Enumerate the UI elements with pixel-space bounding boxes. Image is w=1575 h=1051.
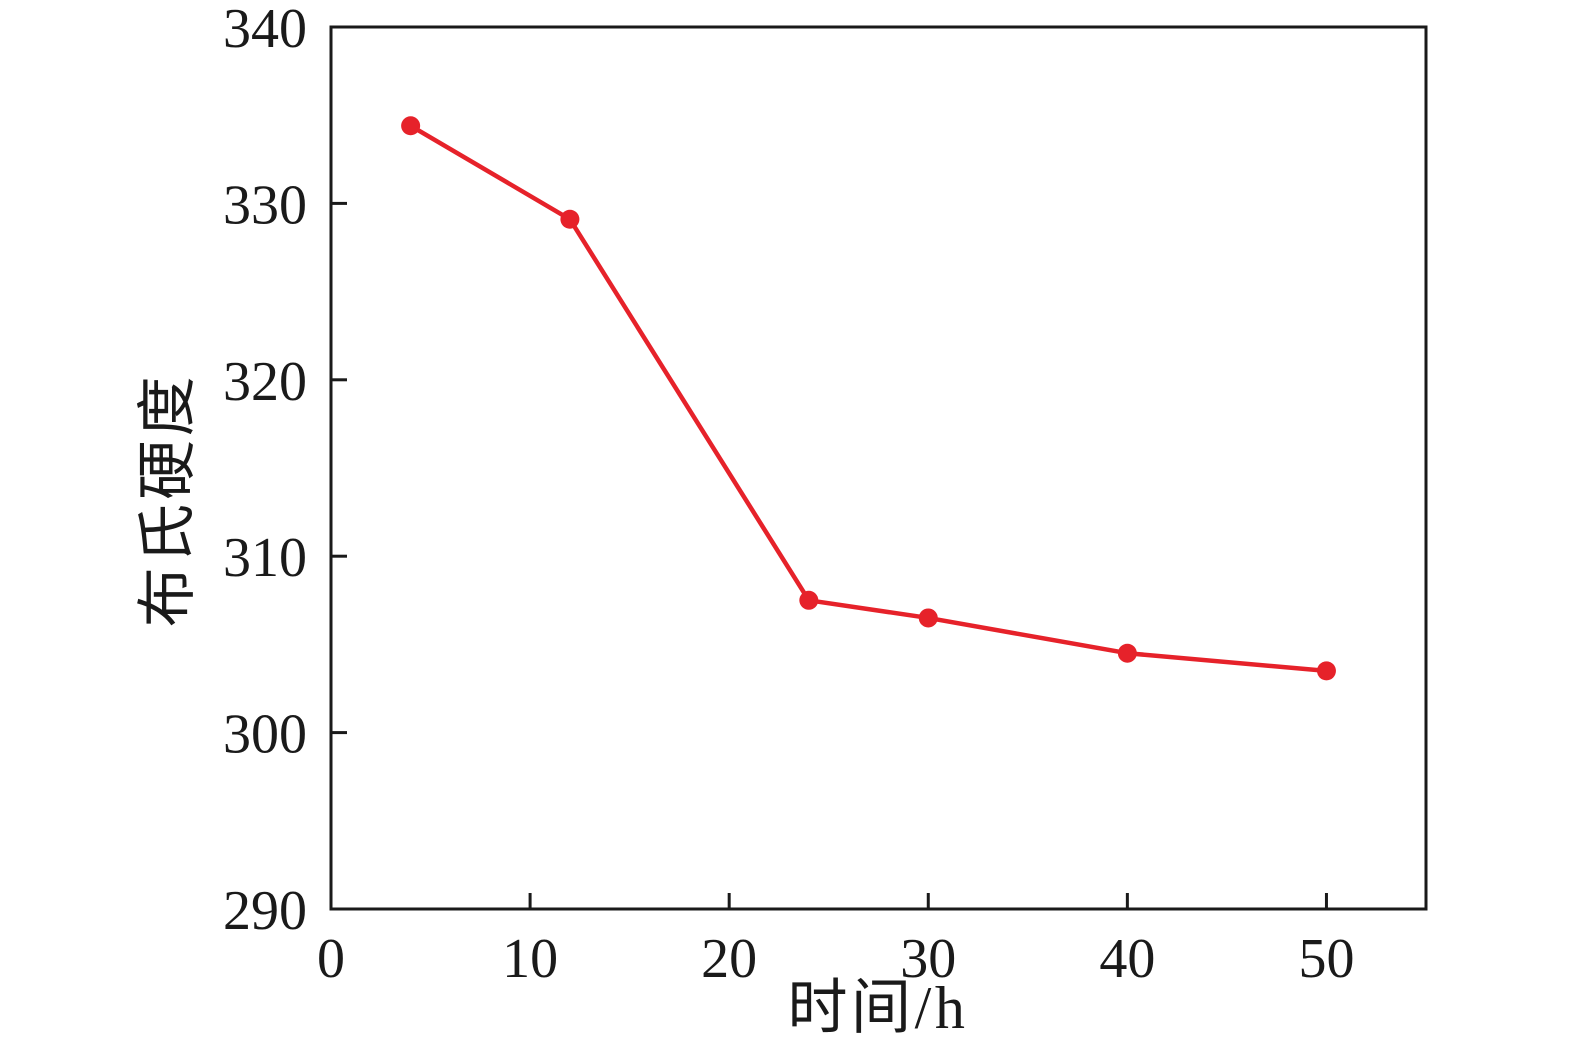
plot-frame xyxy=(329,25,1428,911)
x-tick-label: 50 xyxy=(1298,928,1354,990)
y-tick-label: 320 xyxy=(223,351,307,413)
y-tick-label: 310 xyxy=(223,527,307,589)
x-tick-label: 40 xyxy=(1099,928,1155,990)
data-point xyxy=(799,590,819,610)
x-tick-label: 30 xyxy=(900,928,956,990)
y-tick-label: 340 xyxy=(223,0,307,60)
data-point xyxy=(1117,643,1137,663)
y-tick-label: 290 xyxy=(223,880,307,942)
data-line xyxy=(408,123,1329,674)
x-tick-label: 10 xyxy=(502,928,558,990)
y-tick-label: 300 xyxy=(223,704,307,766)
x-axis-title: 时间/h xyxy=(787,975,969,1041)
data-point xyxy=(918,608,938,628)
x-tick-label: 0 xyxy=(317,928,345,990)
y-axis-title: 布氏硬度 xyxy=(135,372,201,628)
data-point xyxy=(560,209,580,229)
x-tick-label: 20 xyxy=(701,928,757,990)
y-tick-label: 330 xyxy=(223,174,307,236)
data-point xyxy=(1316,661,1336,681)
data-point xyxy=(401,116,421,136)
